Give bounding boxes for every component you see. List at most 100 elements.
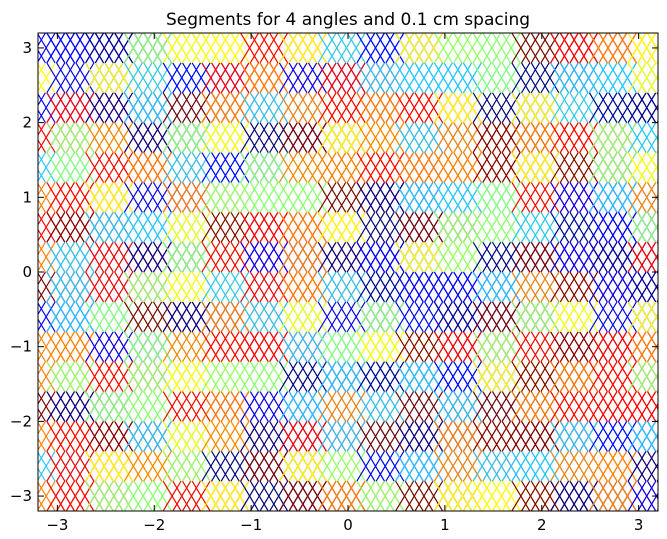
segment-line [617,331,637,362]
segment-line [608,182,628,213]
segment-line [85,450,105,482]
segment-line [18,153,36,183]
segment-line [656,421,658,424]
segment-line [191,361,211,392]
segment-patch [588,241,658,273]
segment-line [46,301,66,333]
segment-line [211,33,231,64]
segment-line [462,421,482,452]
segment-line [317,122,337,153]
segment-line [56,152,76,183]
segment-line [472,361,492,392]
segment-line [38,138,46,153]
segment-line [646,122,658,142]
segment-line [656,33,658,36]
segment-line [327,361,347,392]
segment-line [75,182,95,213]
segment-line [65,331,85,362]
segment-line [181,421,201,452]
segment-line [8,212,26,242]
segment-line [656,361,658,365]
segment-line [637,62,657,94]
segment-line [385,241,405,273]
segment-line [424,391,444,422]
segment-line [656,271,658,275]
segment-line [162,271,182,303]
segment-line [433,92,453,123]
segment-patch [44,33,94,34]
segment-line [346,421,366,452]
segment-line [65,450,85,482]
segment-line [123,480,143,511]
segment-line [269,33,289,64]
segment-line [598,62,618,94]
segment-line [443,211,463,243]
segment-line [240,122,260,153]
segment-line [38,258,46,273]
segment-line [627,211,647,243]
segment-line [65,421,85,452]
segment-line [307,62,327,94]
segment-line [656,182,658,185]
segment-line [521,92,541,123]
segment-line [269,211,289,243]
segment-line [269,421,289,452]
segment-line [85,421,105,452]
segment-line [540,211,560,243]
segment-line [617,152,637,183]
segment-line [85,391,105,422]
segment-line [530,122,550,153]
segment-line [240,152,260,183]
segment-line [491,33,511,64]
segment-line [433,211,453,243]
segment-line [336,450,356,482]
segment-line [133,301,153,333]
segment-line [327,211,347,243]
segment-line [579,450,599,482]
segment-line [46,152,66,183]
segment-line [627,301,647,333]
segment-patch [627,391,658,422]
segment-line [569,480,589,511]
segment-line [385,391,405,422]
segment-line [375,62,395,94]
segment-line [8,302,26,332]
segment-line [567,33,569,34]
segment-line [46,361,66,392]
segment-line [443,152,463,183]
segment-line [424,241,444,273]
segment-line [46,33,48,34]
segment-line [85,271,105,303]
segment-line [637,182,657,213]
segment-line [259,450,279,482]
segment-line [472,450,492,482]
segment-line [172,450,192,482]
segment-line [656,480,658,484]
segment-line [540,421,560,452]
segment-line [288,182,308,213]
segment-line [656,331,658,335]
segment-line [356,331,376,362]
segment-line [288,92,308,123]
segment-line [172,361,192,392]
segment-line [453,122,473,153]
segment-line [579,241,599,273]
segment-line [201,450,221,482]
segment-line [114,421,134,452]
segment-line [307,182,327,213]
segment-line [65,152,85,183]
segment-line [346,450,366,482]
segment-line [249,241,269,273]
segment-line [608,92,628,123]
segment-line [336,33,356,64]
segment-line [133,331,153,362]
segment-line [559,391,579,422]
segment-line [404,271,424,303]
segment-line [540,480,560,511]
segment-line [608,301,628,333]
segment-line [8,451,26,481]
segment-line [356,182,376,213]
segment-line [114,271,134,303]
segment-line [656,60,658,64]
segment-line [288,361,308,392]
